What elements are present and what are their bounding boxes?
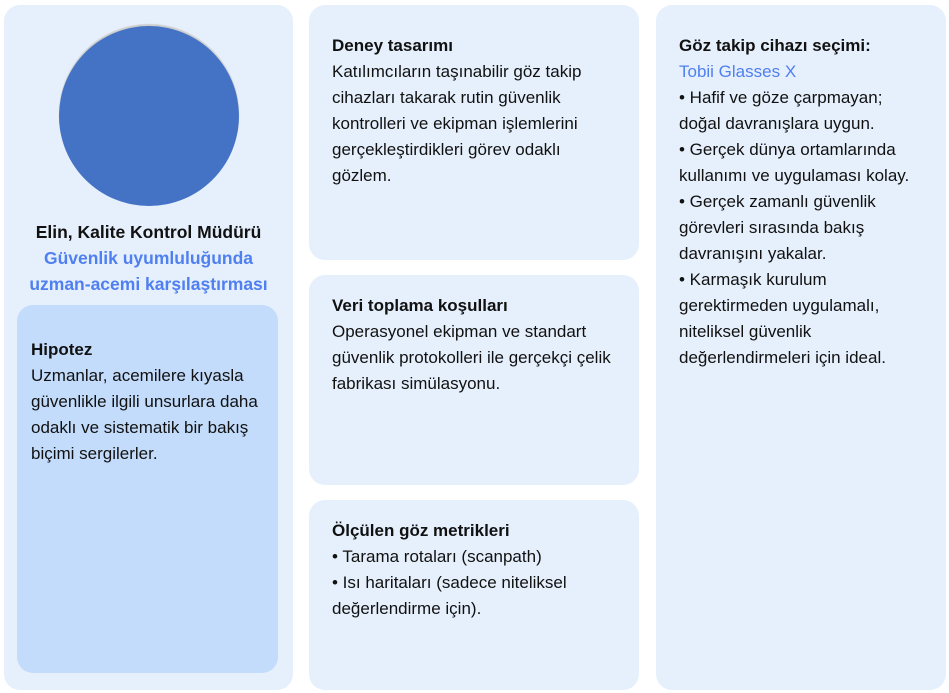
persona-subtitle-2: uzman-acemi karşılaştırması <box>29 274 268 294</box>
device-item: • Hafif ve göze çarpmayan; doğal davranı… <box>679 88 883 133</box>
device-name: Tobii Glasses X <box>679 62 797 81</box>
metrics-title: Ölçülen göz metrikleri <box>332 521 510 540</box>
design-body: Katılımcıların taşınabilir göz takip cih… <box>332 62 582 185</box>
metrics-item: • Tarama rotaları (scanpath) <box>332 547 542 566</box>
metrics-card: Ölçülen göz metrikleri • Tarama rotaları… <box>309 500 639 690</box>
avatar <box>59 26 239 206</box>
conditions-card: Veri toplama koşulları Operasyonel ekipm… <box>309 275 639 485</box>
persona-card: Elin, Kalite Kontrol Müdürü Güvenlik uyu… <box>4 5 293 690</box>
device-item: • Karmaşık kurulum gerektirmeden uygulam… <box>679 270 886 367</box>
hypothesis-title: Hipotez <box>31 340 93 359</box>
device-title: Göz takip cihazı seçimi: <box>679 36 871 55</box>
persona-subtitle: Güvenlik uyumluluğunda <box>43 248 254 268</box>
device-item: • Gerçek zamanlı güvenlik görevleri sıra… <box>679 192 876 263</box>
metrics-item: • Isı haritaları (sadece niteliksel değe… <box>332 573 567 618</box>
persona-name: Elin, Kalite Kontrol Müdürü <box>35 222 262 242</box>
device-item: • Gerçek dünya ortamlarında kullanımı ve… <box>679 140 910 185</box>
hypothesis-body: Uzmanlar, acemilere kıyasla güvenlikle i… <box>31 366 258 463</box>
device-card: Göz takip cihazı seçimi: Tobii Glasses X… <box>656 5 946 690</box>
design-title: Deney tasarımı <box>332 36 453 55</box>
design-card: Deney tasarımı Katılımcıların taşınabili… <box>309 5 639 260</box>
conditions-body: Operasyonel ekipman ve standart güvenlik… <box>332 322 611 393</box>
conditions-title: Veri toplama koşulları <box>332 296 508 315</box>
hypothesis-card: Hipotez Uzmanlar, acemilere kıyasla güve… <box>17 305 278 673</box>
